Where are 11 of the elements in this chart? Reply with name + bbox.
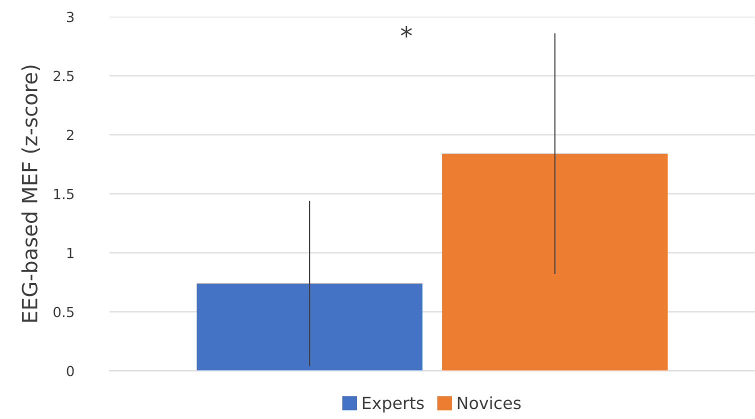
y-tick-label: 1 <box>67 248 74 258</box>
y-tick-label: 1.5 <box>54 188 74 200</box>
y-tick-label: 2.5 <box>54 70 74 82</box>
legend-label: Novices <box>458 396 521 410</box>
y-tick-label: 2 <box>66 130 74 140</box>
legend-label: Experts <box>362 396 424 412</box>
annotation: * <box>400 26 412 38</box>
y-axis-title: EEG-based MEF (z-score) <box>21 66 40 322</box>
y-tick-label: 3 <box>66 12 74 22</box>
y-tick-label: 0.5 <box>54 306 74 318</box>
y-tick-label: 0 <box>66 366 74 376</box>
